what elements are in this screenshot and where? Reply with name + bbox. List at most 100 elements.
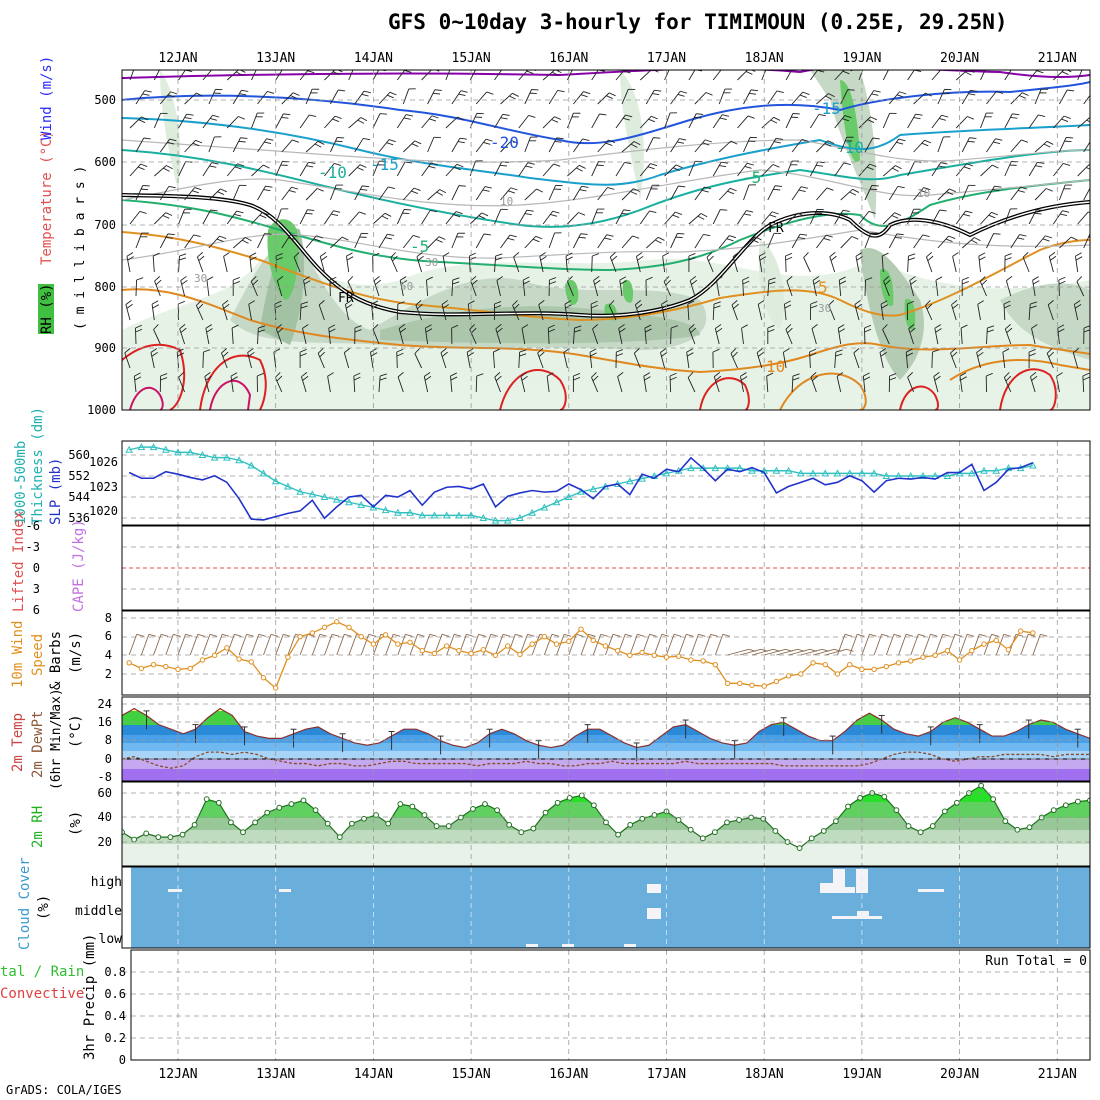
wind-barb-staff	[931, 209, 941, 225]
wind-barb-flag	[970, 89, 978, 92]
wind-barb-staff	[1028, 114, 1039, 129]
wind-barb-staff	[178, 113, 187, 129]
wind-barb-flag	[165, 212, 173, 216]
wind-barb-flag	[960, 324, 968, 329]
wind-barb-flag	[769, 214, 777, 218]
wind-barb-flag	[333, 210, 341, 213]
wind-barb-flag	[233, 277, 240, 281]
wind-barb-flag	[906, 348, 913, 353]
wind-barb-flag	[457, 141, 465, 144]
wind-speed-point	[358, 633, 364, 640]
wind-barb-flag	[767, 325, 775, 329]
wind10-barb-flag	[283, 633, 291, 637]
wind-barb-flag	[721, 161, 729, 164]
wind-barb-flag	[583, 91, 591, 95]
cloud-row-labels: high middle low	[75, 875, 122, 947]
wind-barb-staff	[232, 185, 240, 201]
wind10-barb	[678, 634, 687, 656]
wind-barb-flag	[259, 214, 267, 219]
wind-barb-flag	[965, 210, 973, 214]
thickness-point	[687, 464, 695, 472]
rh2m-point	[772, 828, 779, 834]
wind-barb-staff	[152, 256, 155, 273]
wind10-barb-flag	[600, 633, 608, 637]
wind-barb-staff	[416, 256, 423, 273]
wind-speed-point	[480, 647, 487, 653]
wind-barb-flag	[948, 235, 956, 240]
wind-barb-flag	[162, 215, 170, 219]
wind-barb-flag	[898, 138, 906, 142]
wind-barb-staff	[445, 163, 458, 177]
wind-barb-flag	[210, 209, 218, 212]
wind-barb-flag	[802, 91, 810, 96]
rh2m-point	[433, 823, 440, 829]
run-total-box	[978, 951, 1088, 968]
rh2m-point	[131, 836, 138, 843]
wind-barb-flag	[1061, 71, 1069, 76]
wind-barb-flag	[387, 233, 395, 236]
wind-barb-flag	[908, 257, 916, 261]
wind-barb-flag	[622, 117, 630, 121]
wind-barb-staff	[694, 139, 706, 153]
wind-barb-flag	[239, 70, 246, 73]
wind-barb-flag	[1050, 255, 1057, 261]
wind-barb-flag	[486, 91, 494, 95]
wind10-barb-flag	[502, 633, 511, 637]
wind-barb-flag	[742, 280, 750, 285]
wind-barb-flag	[293, 252, 300, 258]
level-1000: 1000	[87, 403, 116, 417]
wind-barb-staff	[372, 113, 381, 129]
top-date-label: 14JAN	[354, 51, 393, 66]
wind-speed-point	[810, 660, 816, 666]
rh2m-point	[796, 845, 803, 852]
wind-barb-flag	[842, 209, 850, 212]
wind-barb-flag	[136, 277, 144, 281]
wind-barb-flag	[976, 348, 983, 353]
rh2m-point	[905, 823, 912, 829]
wind-barb-staff	[766, 376, 769, 393]
wind-barb-staff	[396, 114, 407, 129]
temp-ticks: 24 16 8 0 -8	[98, 697, 112, 784]
wind10-barb-flag	[393, 633, 401, 637]
wind-barb-flag	[751, 239, 759, 244]
rh2m-point	[627, 821, 634, 828]
wind-barb-flag	[442, 303, 449, 309]
thickness-point	[735, 464, 744, 472]
wind-barb-staff	[378, 91, 391, 105]
wind-barb-flag	[528, 114, 536, 118]
wind-barb-staff	[347, 281, 356, 297]
cape-panel: -6 -3 0 3 6 Lifted Index CAPE (J/kg)	[11, 511, 1091, 617]
wind-barb-staff	[816, 140, 829, 153]
wind-barb-flag	[495, 324, 502, 330]
wind-barb-flag	[482, 189, 490, 192]
wind-barb-staff	[496, 280, 501, 297]
wind-barb-flag	[745, 71, 753, 75]
wind-barb-staff	[424, 328, 429, 345]
wind-speed-point	[456, 647, 462, 654]
wind-barb-flag	[564, 300, 572, 305]
wind-barb-staff	[694, 186, 705, 201]
wind-barb-staff	[1010, 234, 1020, 249]
wind-barb-flag	[439, 189, 447, 194]
wind-barb-staff	[184, 139, 196, 153]
wind-barb-flag	[591, 304, 598, 309]
wind-barb-flag	[835, 349, 843, 353]
wind-barb-flag	[1082, 376, 1090, 381]
slp-axis-label: SLP (mb)	[48, 458, 64, 525]
rh2m-point	[881, 793, 888, 800]
rh2m-point	[470, 806, 476, 812]
wind-barb-flag	[702, 142, 710, 146]
cloud-high-a	[168, 889, 182, 892]
wind-barb-flag	[440, 348, 447, 354]
wind-barb-staff	[933, 376, 939, 393]
wind-barb-staff	[937, 136, 944, 153]
wind10-barb	[189, 634, 199, 656]
wind10-barb-flag	[185, 633, 193, 637]
wind-barb-flag	[619, 328, 626, 333]
wind-barb-flag	[373, 276, 380, 282]
wind-barb-flag	[986, 372, 993, 377]
thickness-point	[369, 503, 378, 511]
bottom-date-label: 12JAN	[158, 1067, 197, 1082]
wind-barb-flag	[653, 137, 661, 139]
wind-barb-flag	[633, 141, 641, 146]
